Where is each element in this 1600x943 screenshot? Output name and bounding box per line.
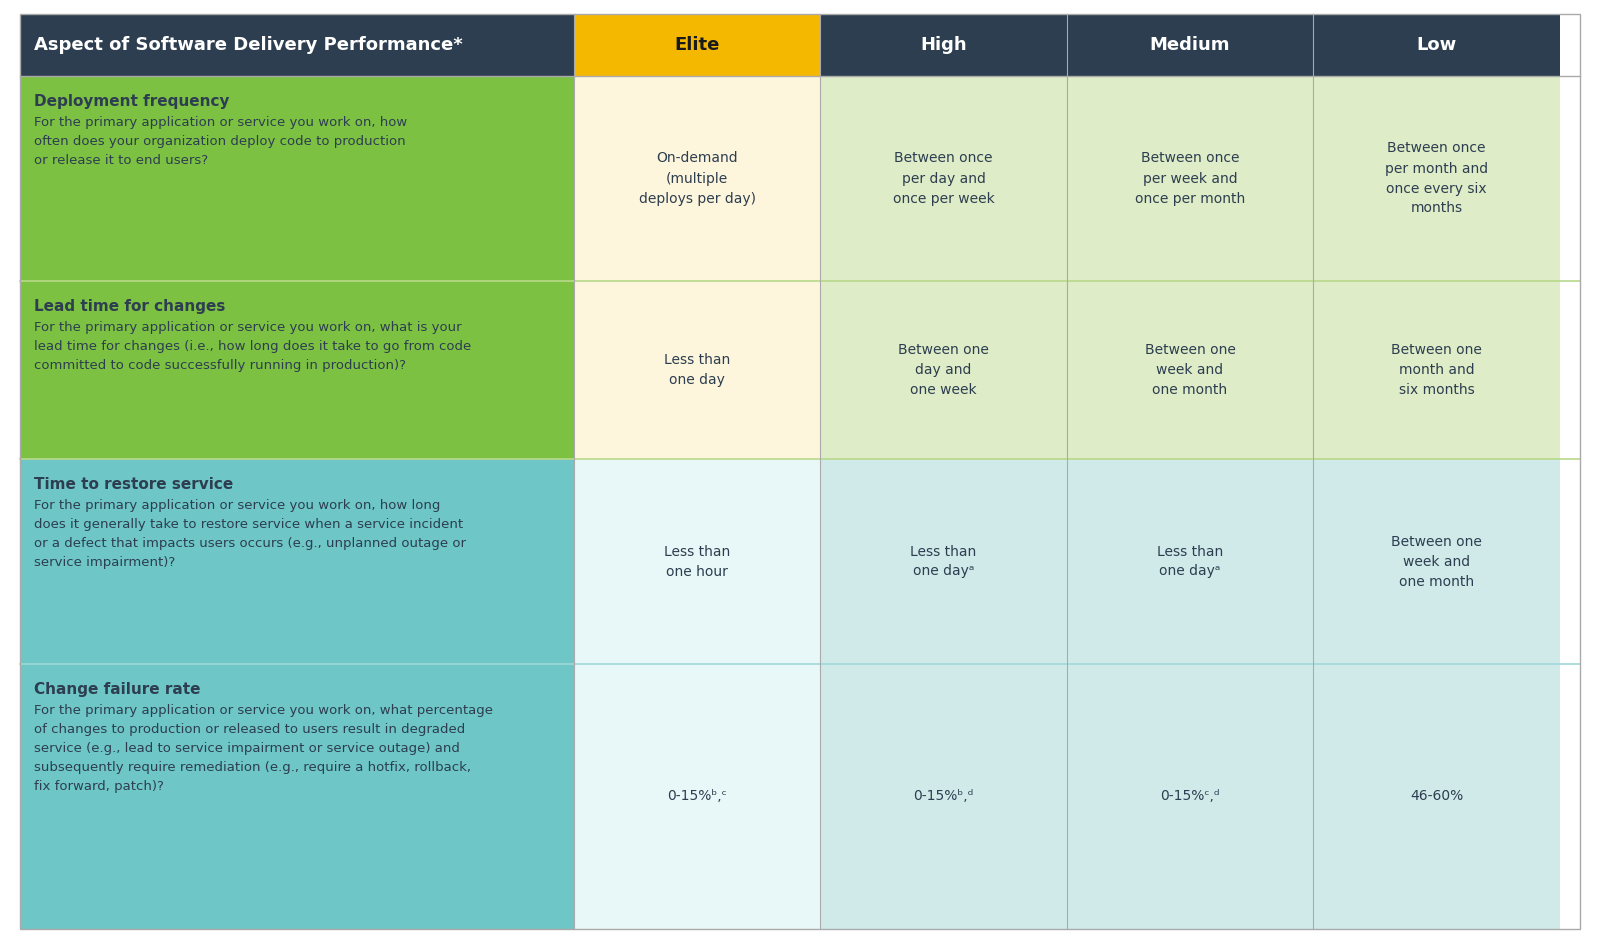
Bar: [19, 76, 574, 281]
Text: fix forward, patch)?: fix forward, patch)?: [34, 780, 163, 793]
Text: Elite: Elite: [674, 36, 720, 54]
Text: Time to restore service: Time to restore service: [34, 477, 234, 492]
Text: Deployment frequency: Deployment frequency: [34, 94, 229, 109]
Bar: [1067, 281, 1314, 459]
Text: 0-15%ᵇ,ᶜ: 0-15%ᵇ,ᶜ: [667, 789, 726, 803]
Bar: [1314, 459, 1560, 664]
Text: Between one: Between one: [898, 343, 989, 357]
Text: one month: one month: [1152, 383, 1227, 397]
Text: or a defect that impacts users occurs (e.g., unplanned outage or: or a defect that impacts users occurs (e…: [34, 537, 466, 550]
Text: Aspect of Software Delivery Performance*: Aspect of Software Delivery Performance*: [34, 36, 462, 54]
Bar: [1314, 76, 1560, 281]
Text: day and: day and: [915, 363, 971, 377]
Text: service (e.g., lead to service impairment or service outage) and: service (e.g., lead to service impairmen…: [34, 742, 459, 755]
Text: 0-15%ᵇ,ᵈ: 0-15%ᵇ,ᵈ: [914, 789, 974, 803]
Text: per week and: per week and: [1142, 172, 1237, 186]
Text: Less than: Less than: [664, 544, 730, 558]
Text: deploys per day): deploys per day): [638, 191, 755, 206]
Text: 46-60%: 46-60%: [1410, 789, 1462, 803]
Text: Change failure rate: Change failure rate: [34, 682, 200, 697]
Text: Between one: Between one: [1144, 343, 1235, 357]
Bar: [1067, 14, 1314, 76]
Text: one dayᵃ: one dayᵃ: [1160, 565, 1221, 578]
Text: does it generally take to restore service when a service incident: does it generally take to restore servic…: [34, 518, 462, 531]
Bar: [821, 14, 1067, 76]
Text: For the primary application or service you work on, what percentage: For the primary application or service y…: [34, 704, 493, 717]
Bar: [19, 459, 574, 664]
Bar: [1314, 664, 1560, 929]
Bar: [574, 14, 821, 76]
Text: month and: month and: [1398, 363, 1474, 377]
Text: For the primary application or service you work on, what is your: For the primary application or service y…: [34, 321, 462, 334]
Bar: [574, 459, 821, 664]
Text: one week: one week: [910, 383, 978, 397]
Bar: [1067, 459, 1314, 664]
Text: of changes to production or released to users result in degraded: of changes to production or released to …: [34, 723, 466, 736]
Bar: [1067, 76, 1314, 281]
Text: committed to code successfully running in production)?: committed to code successfully running i…: [34, 359, 406, 372]
Text: Between one: Between one: [1390, 343, 1482, 357]
Text: per day and: per day and: [901, 172, 986, 186]
Bar: [821, 459, 1067, 664]
Text: per month and: per month and: [1386, 161, 1488, 175]
Text: On-demand: On-demand: [656, 152, 738, 166]
Text: Medium: Medium: [1150, 36, 1230, 54]
Text: often does your organization deploy code to production: often does your organization deploy code…: [34, 135, 406, 148]
Text: Between one: Between one: [1390, 535, 1482, 549]
Text: (multiple: (multiple: [666, 172, 728, 186]
Text: once every six: once every six: [1386, 181, 1486, 195]
Bar: [574, 76, 821, 281]
Text: Lead time for changes: Lead time for changes: [34, 299, 226, 314]
Text: Less than: Less than: [664, 353, 730, 367]
Text: service impairment)?: service impairment)?: [34, 556, 176, 569]
Text: six months: six months: [1398, 383, 1474, 397]
Bar: [19, 281, 574, 459]
Text: one day: one day: [669, 373, 725, 387]
Bar: [1314, 281, 1560, 459]
Bar: [574, 664, 821, 929]
Bar: [821, 76, 1067, 281]
Text: Between once: Between once: [894, 152, 992, 166]
Text: week and: week and: [1403, 554, 1470, 569]
Bar: [574, 281, 821, 459]
Text: Low: Low: [1416, 36, 1456, 54]
Text: Between once: Between once: [1387, 141, 1486, 156]
Text: lead time for changes (i.e., how long does it take to go from code: lead time for changes (i.e., how long do…: [34, 340, 472, 353]
Text: subsequently require remediation (e.g., require a hotfix, rollback,: subsequently require remediation (e.g., …: [34, 761, 470, 774]
Text: Less than: Less than: [1157, 544, 1222, 558]
Text: Between once: Between once: [1141, 152, 1240, 166]
Bar: [19, 664, 574, 929]
Text: or release it to end users?: or release it to end users?: [34, 154, 208, 167]
Text: High: High: [920, 36, 966, 54]
Text: Less than: Less than: [910, 544, 976, 558]
Text: months: months: [1411, 202, 1462, 216]
Text: once per month: once per month: [1134, 191, 1245, 206]
Text: 0-15%ᶜ,ᵈ: 0-15%ᶜ,ᵈ: [1160, 789, 1219, 803]
Text: For the primary application or service you work on, how long: For the primary application or service y…: [34, 499, 440, 512]
Text: one hour: one hour: [666, 565, 728, 578]
Text: one month: one month: [1398, 574, 1474, 588]
Bar: [1314, 14, 1560, 76]
Text: For the primary application or service you work on, how: For the primary application or service y…: [34, 116, 408, 129]
Text: once per week: once per week: [893, 191, 994, 206]
Bar: [821, 664, 1067, 929]
Text: one dayᵃ: one dayᵃ: [914, 565, 974, 578]
Bar: [821, 281, 1067, 459]
Bar: [19, 14, 574, 76]
Text: week and: week and: [1157, 363, 1224, 377]
Bar: [1067, 664, 1314, 929]
